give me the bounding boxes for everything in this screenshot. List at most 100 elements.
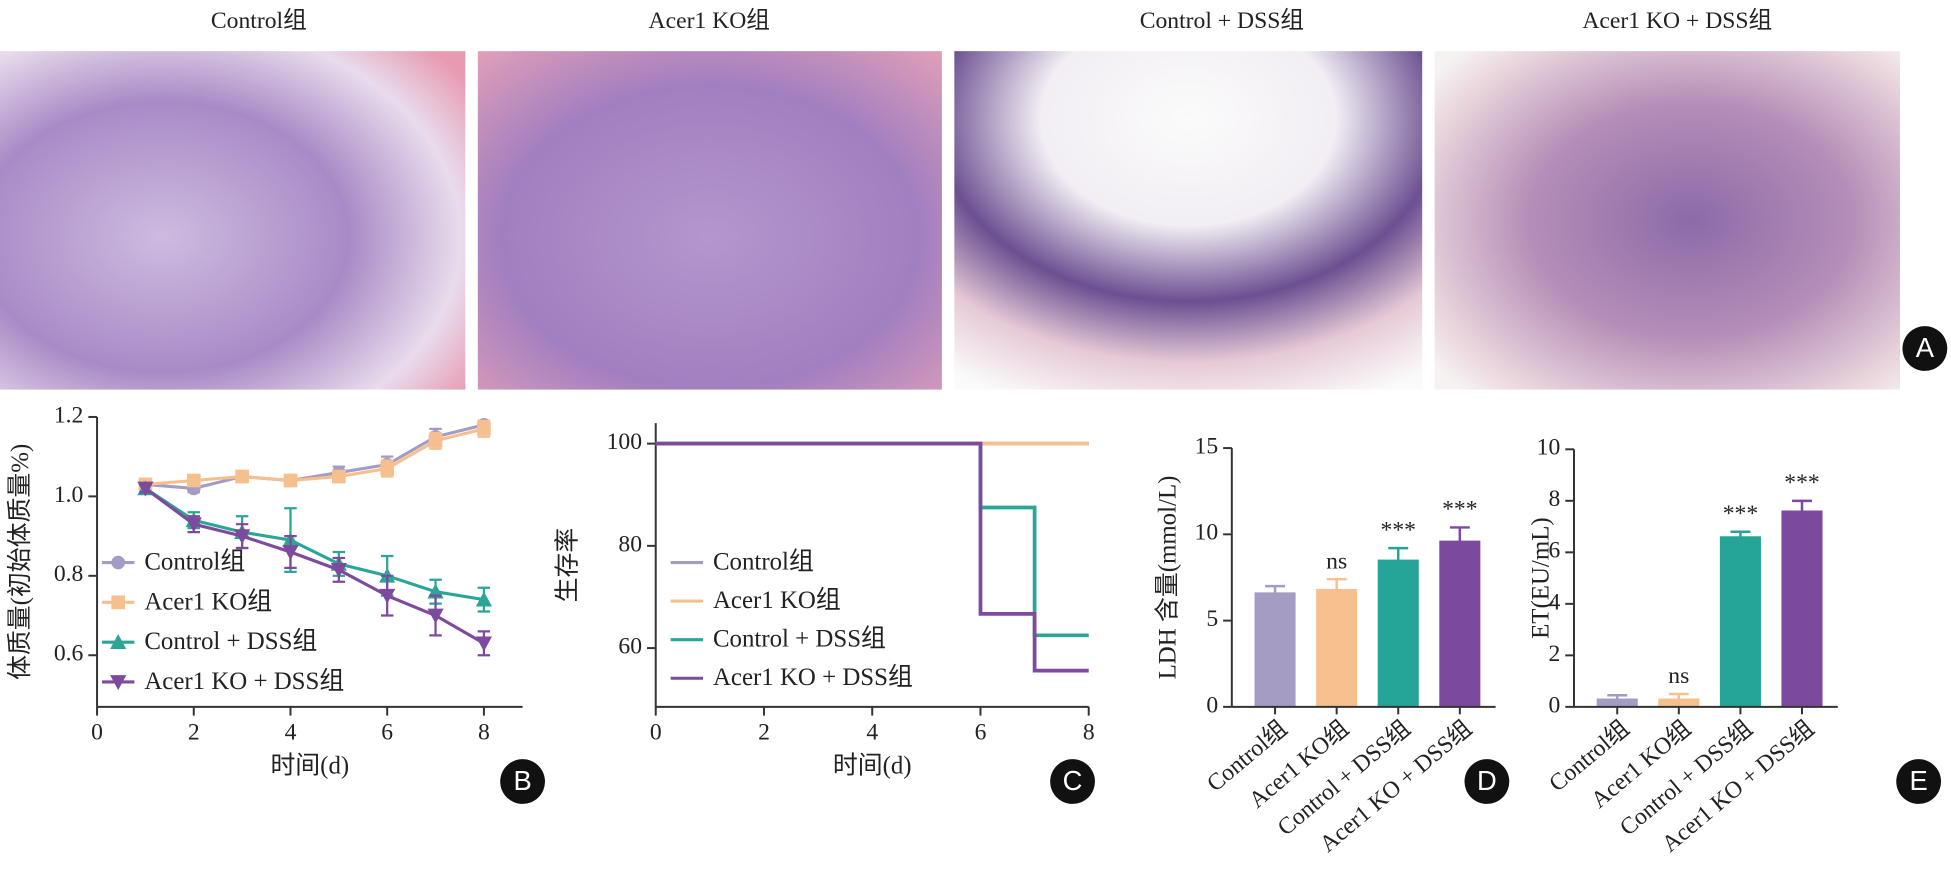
marker <box>427 608 444 624</box>
marker <box>331 469 346 484</box>
series-line <box>145 427 485 487</box>
legend-marker <box>111 595 126 610</box>
bar <box>1719 536 1761 708</box>
y-tick-label: 0 <box>1548 692 1560 718</box>
panel-label: B <box>513 765 531 796</box>
x-tick-label: 6 <box>381 720 393 746</box>
y-tick-label: 1.0 <box>54 482 84 508</box>
y-axis-label: ET(EU/mL) <box>1528 517 1555 639</box>
y-tick-label: 5 <box>1206 606 1218 632</box>
marker <box>282 545 299 561</box>
series-line <box>145 423 485 491</box>
marker <box>137 481 154 497</box>
y-axis-label: 生存率 <box>554 528 582 603</box>
panel-badge <box>1902 326 1948 371</box>
y-axis-label: LDH 含量(mmol/L) <box>1153 476 1181 680</box>
x-tick-label: 0 <box>650 720 662 746</box>
bar <box>1254 592 1296 708</box>
y-tick-label: 60 <box>618 634 642 660</box>
error-bar <box>1265 584 1286 593</box>
y-tick-label: 80 <box>618 531 642 557</box>
bar <box>1658 698 1700 708</box>
bar <box>1377 559 1419 708</box>
panel-label: E <box>1910 765 1928 796</box>
y-tick-label: 1.2 <box>54 402 84 428</box>
y-axis-label: 体质量(初始体质量%) <box>6 444 34 680</box>
marker <box>475 636 492 652</box>
y-tick-label: 10 <box>1195 520 1219 546</box>
legend-label: Control组 <box>713 547 814 575</box>
legend-label: Control + DSS组 <box>713 625 886 653</box>
marker <box>477 422 491 436</box>
histology-image <box>954 51 1423 390</box>
series-line <box>144 487 485 645</box>
significance-label: *** <box>1381 517 1416 543</box>
marker <box>186 473 201 488</box>
image-title: Control + DSS组 <box>1140 7 1304 34</box>
y-tick-label: 10 <box>1537 435 1561 461</box>
x-tick-label: 8 <box>478 720 490 746</box>
error-bar <box>1792 499 1812 512</box>
panel-label: D <box>1477 765 1497 796</box>
image-title: Acer1 KO组 <box>649 7 770 34</box>
y-tick-label: 0 <box>1206 692 1218 718</box>
y-tick-label: 2 <box>1548 641 1560 667</box>
marker <box>330 563 347 578</box>
series-line <box>655 441 1089 673</box>
significance-label: *** <box>1723 501 1758 527</box>
legend-label: Acer1 KO + DSS组 <box>144 667 344 695</box>
legend-marker <box>110 675 127 691</box>
x-tick-label: 8 <box>1083 720 1095 746</box>
error-bar <box>1730 530 1751 537</box>
x-tick-label: 4 <box>285 720 297 746</box>
panel-badge <box>500 759 545 804</box>
bar <box>1439 540 1481 708</box>
legend-label: Acer1 KO组 <box>713 586 841 614</box>
image-title: Control组 <box>211 7 307 34</box>
x-tick-label: 6 <box>975 720 987 746</box>
y-tick-label: 6 <box>1548 538 1560 564</box>
panel-badge <box>1896 759 1942 804</box>
marker <box>379 588 396 604</box>
bar <box>1316 588 1358 708</box>
image-title: Acer1 KO + DSS组 <box>1582 7 1772 34</box>
bar <box>1781 510 1823 708</box>
histology-image <box>1434 51 1900 390</box>
error-bar <box>1326 577 1347 590</box>
y-tick-label: 100 <box>607 429 642 455</box>
x-tick-label: 2 <box>188 720 200 746</box>
error-bar <box>1607 694 1628 700</box>
significance-label: ns <box>1326 548 1347 574</box>
marker <box>235 469 249 484</box>
significance-label: *** <box>1442 497 1477 523</box>
marker <box>380 461 395 476</box>
legend-label: Control + DSS组 <box>144 627 317 655</box>
error-bar <box>1388 546 1409 561</box>
significance-label: *** <box>1784 470 1819 496</box>
significance-label: ns <box>1668 663 1689 689</box>
x-tick-label: 2 <box>758 720 770 746</box>
legend-label: Acer1 KO组 <box>144 587 272 615</box>
marker <box>428 433 443 448</box>
histology-image <box>477 51 942 390</box>
x-axis-label: 时间(d) <box>833 752 912 780</box>
y-tick-label: 0.8 <box>54 561 84 587</box>
legend-marker <box>110 634 127 650</box>
y-tick-label: 8 <box>1548 486 1560 512</box>
y-tick-label: 15 <box>1195 433 1219 459</box>
panel-label: C <box>1063 765 1083 796</box>
legend-label: Control组 <box>144 547 245 575</box>
marker <box>283 473 298 488</box>
x-axis-label: 时间(d) <box>270 752 349 780</box>
bar <box>1596 698 1638 708</box>
histology-image <box>0 51 466 390</box>
error-bar <box>1668 692 1689 700</box>
panel-badge <box>1050 759 1095 804</box>
y-tick-label: 4 <box>1548 589 1560 615</box>
legend-marker <box>111 555 126 570</box>
x-tick-label: 0 <box>91 720 103 746</box>
error-bar <box>1449 526 1470 542</box>
marker <box>475 591 492 607</box>
y-tick-label: 0.6 <box>54 641 84 667</box>
